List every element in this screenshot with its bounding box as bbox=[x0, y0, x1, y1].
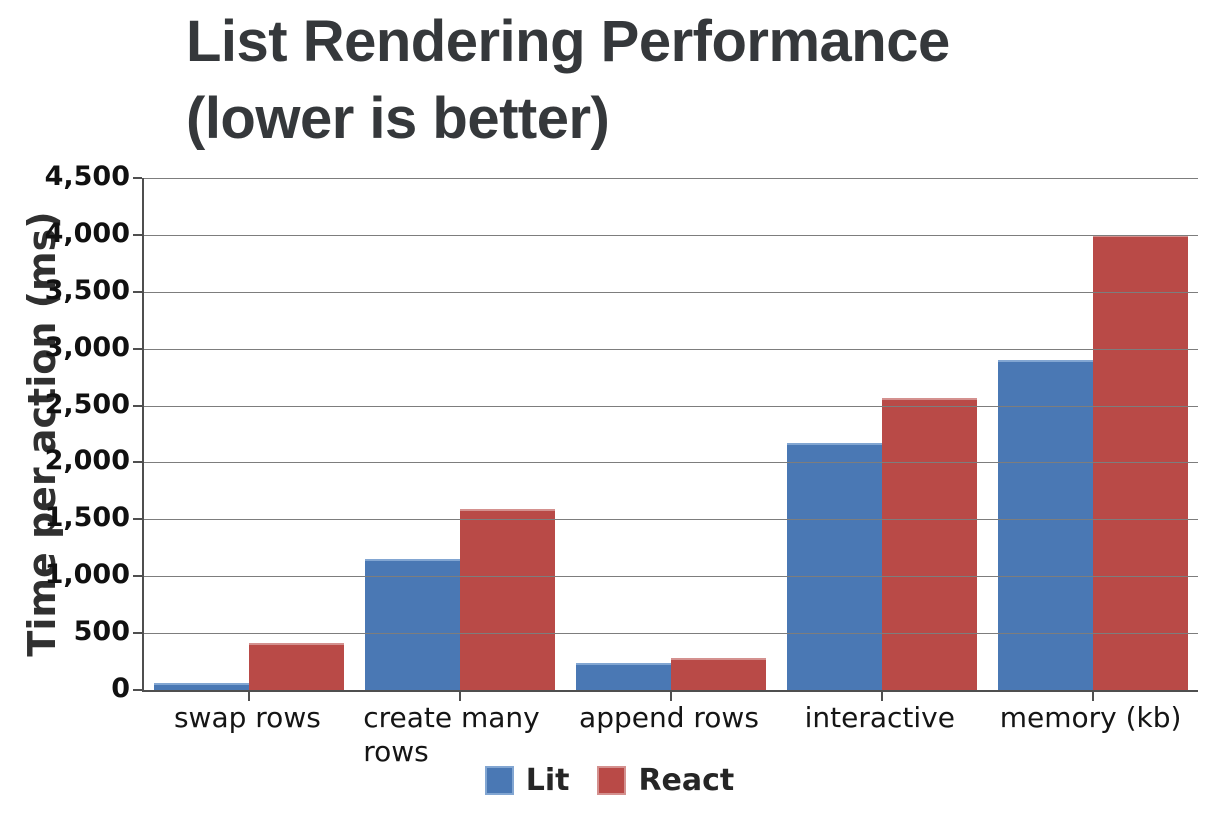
chart-title-line1: List Rendering Performance bbox=[186, 9, 950, 74]
legend-label-lit: Lit bbox=[525, 763, 570, 798]
bar-react-swap-rows bbox=[249, 643, 345, 690]
y-axis-tick-label: 4,000 bbox=[44, 218, 130, 249]
x-axis-tick-label: memory (kb) bbox=[999, 701, 1182, 734]
legend-item-lit: Lit bbox=[484, 763, 570, 798]
gridline bbox=[144, 292, 1198, 293]
gridline bbox=[144, 633, 1198, 634]
y-axis-tick bbox=[133, 689, 142, 691]
y-axis-tick-label: 3,000 bbox=[44, 332, 130, 363]
y-axis-tick-label: 2,500 bbox=[44, 389, 130, 420]
bar-group-swap-rows bbox=[144, 178, 355, 690]
gridline bbox=[144, 235, 1198, 236]
bar-group-memory-kb- bbox=[987, 178, 1198, 690]
y-axis-tick-labels: 4,500 4,000 3,500 3,000 2,500 2,000 1,500 1,000… bbox=[0, 161, 130, 704]
bar-groups bbox=[144, 178, 1198, 690]
plot-area bbox=[133, 177, 1198, 701]
gridline bbox=[144, 462, 1198, 463]
gridline bbox=[144, 406, 1198, 407]
gridline bbox=[144, 178, 1198, 179]
chart-title-line2: (lower is better) bbox=[186, 85, 610, 151]
y-axis-tick bbox=[133, 405, 142, 407]
y-axis-tick bbox=[133, 234, 142, 236]
x-axis-tick-label: interactive bbox=[804, 701, 955, 734]
x-axis-tick-label: create many rows bbox=[363, 701, 540, 769]
y-axis-tick bbox=[133, 348, 142, 350]
y-axis-tick bbox=[133, 461, 142, 463]
x-axis-label-cell: interactive bbox=[774, 701, 985, 769]
y-axis-tick bbox=[133, 632, 142, 634]
bar-lit-interactive bbox=[786, 443, 882, 690]
legend-swatch-lit bbox=[484, 766, 514, 795]
gridline bbox=[144, 519, 1198, 520]
gridline bbox=[144, 576, 1198, 577]
x-axis-label-cell: append rows bbox=[564, 701, 775, 769]
y-axis-tick-label: 0 bbox=[111, 673, 130, 704]
bar-lit-create-many-rows bbox=[365, 559, 461, 690]
y-axis-tick bbox=[133, 291, 142, 293]
y-axis-tick-label: 4,500 bbox=[44, 161, 130, 192]
y-axis-tick-label: 500 bbox=[73, 616, 130, 647]
y-axis-tick bbox=[133, 177, 142, 179]
legend: Lit React bbox=[0, 763, 1219, 798]
bar-group-append-rows bbox=[566, 178, 777, 690]
x-axis-label-cell: swap rows bbox=[142, 701, 353, 769]
x-axis-tick bbox=[1092, 692, 1094, 701]
y-axis-tick bbox=[133, 518, 142, 520]
bar-react-interactive bbox=[881, 398, 977, 690]
chart-title: List Rendering Performance (lower is bet… bbox=[186, 4, 950, 157]
bar-lit-swap-rows bbox=[154, 683, 250, 690]
legend-label-react: React bbox=[638, 763, 735, 798]
x-axis-tick bbox=[459, 692, 461, 701]
bar-react-create-many-rows bbox=[460, 509, 556, 690]
bar-lit-memory-kb- bbox=[997, 360, 1093, 690]
bar-react-append-rows bbox=[670, 658, 766, 690]
legend-item-react: React bbox=[597, 763, 734, 798]
bar-group-create-many-rows bbox=[355, 178, 566, 690]
legend-swatch-react bbox=[597, 766, 627, 795]
x-axis-tick-label: swap rows bbox=[173, 701, 321, 734]
y-axis-tick-label: 3,500 bbox=[44, 275, 130, 306]
x-axis-tick bbox=[670, 692, 672, 701]
x-axis-tick bbox=[881, 692, 883, 701]
y-axis-tick-label: 2,000 bbox=[44, 445, 130, 476]
x-axis-label-cell: memory (kb) bbox=[985, 701, 1196, 769]
bar-group-interactive bbox=[776, 178, 987, 690]
x-axis-tick bbox=[248, 692, 250, 701]
x-axis-tick-label: append rows bbox=[579, 701, 759, 734]
gridline bbox=[144, 349, 1198, 350]
x-axis-tick-labels: swap rows create many rows append rows inte… bbox=[142, 701, 1196, 769]
y-axis-tick-label: 1,500 bbox=[44, 502, 130, 533]
x-axis-label-cell: create many rows bbox=[353, 701, 564, 769]
y-axis-tick bbox=[133, 575, 142, 577]
bar-lit-append-rows bbox=[575, 663, 671, 690]
y-axis-tick-label: 1,000 bbox=[44, 559, 130, 590]
